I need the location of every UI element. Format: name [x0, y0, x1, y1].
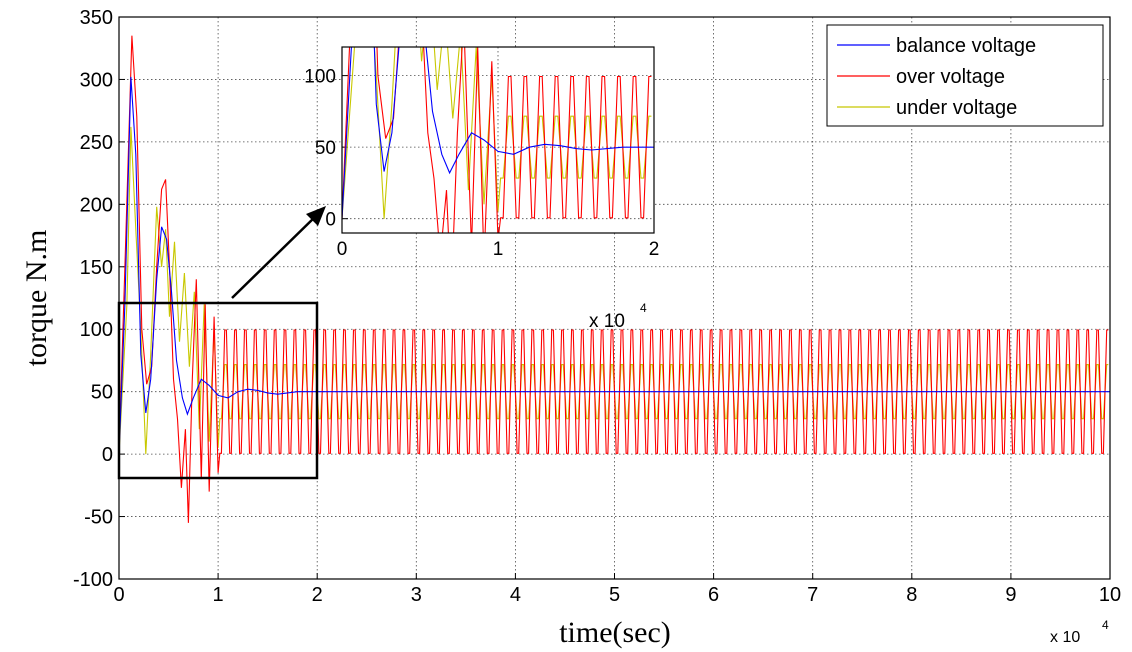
main-x-tick-label: 9: [1005, 584, 1016, 606]
main-y-tick-label: 0: [102, 444, 113, 466]
main-y-tick-label: 150: [80, 257, 113, 279]
inset-x-exponent-power: 4: [640, 301, 647, 315]
main-y-tick-label: 250: [80, 132, 113, 154]
main-x-tick-label: 10: [1099, 584, 1121, 606]
main-x-tick-label: 7: [807, 584, 818, 606]
main-x-exponent-power: 4: [1102, 618, 1109, 632]
y-axis-label: torque N.m: [20, 230, 53, 367]
main-x-tick-label: 8: [906, 584, 917, 606]
main-x-tick-label: 0: [113, 584, 124, 606]
main-y-tick-label: 300: [80, 69, 113, 91]
inset-y-tick-label: 100: [304, 67, 336, 88]
legend: balance voltage over voltage under volta…: [827, 25, 1103, 126]
x-axis-label: time(sec): [559, 616, 671, 649]
main-y-tick-label: 50: [91, 382, 113, 404]
inset-x-tick-label: 1: [493, 239, 504, 260]
main-x-tick-label: 3: [411, 584, 422, 606]
main-y-tick-label: 200: [80, 194, 113, 216]
inset-y-tick-label: 0: [325, 210, 336, 231]
main-y-tick-label: 100: [80, 319, 113, 341]
main-x-tick-label: 6: [708, 584, 719, 606]
main-y-tick-label: -100: [73, 569, 113, 591]
main-y-tick-label: 350: [80, 7, 113, 29]
inset-x-exponent-base: x 10: [589, 311, 625, 332]
main-x-tick-label: 4: [510, 584, 521, 606]
main-x-tick-label: 5: [609, 584, 620, 606]
legend-label-under: under voltage: [896, 97, 1017, 119]
main-x-tick-label: 1: [213, 584, 224, 606]
main-y-tick-label: -50: [84, 507, 113, 529]
inset-x-tick-label: 0: [337, 239, 348, 260]
inset-y-tick-label: 50: [315, 138, 336, 159]
legend-label-balance: balance voltage: [896, 35, 1036, 57]
main-x-tick-label: 2: [312, 584, 323, 606]
main-x-exponent-base: x 10: [1050, 629, 1080, 646]
legend-label-over: over voltage: [896, 66, 1005, 88]
inset-x-tick-label: 2: [649, 239, 660, 260]
